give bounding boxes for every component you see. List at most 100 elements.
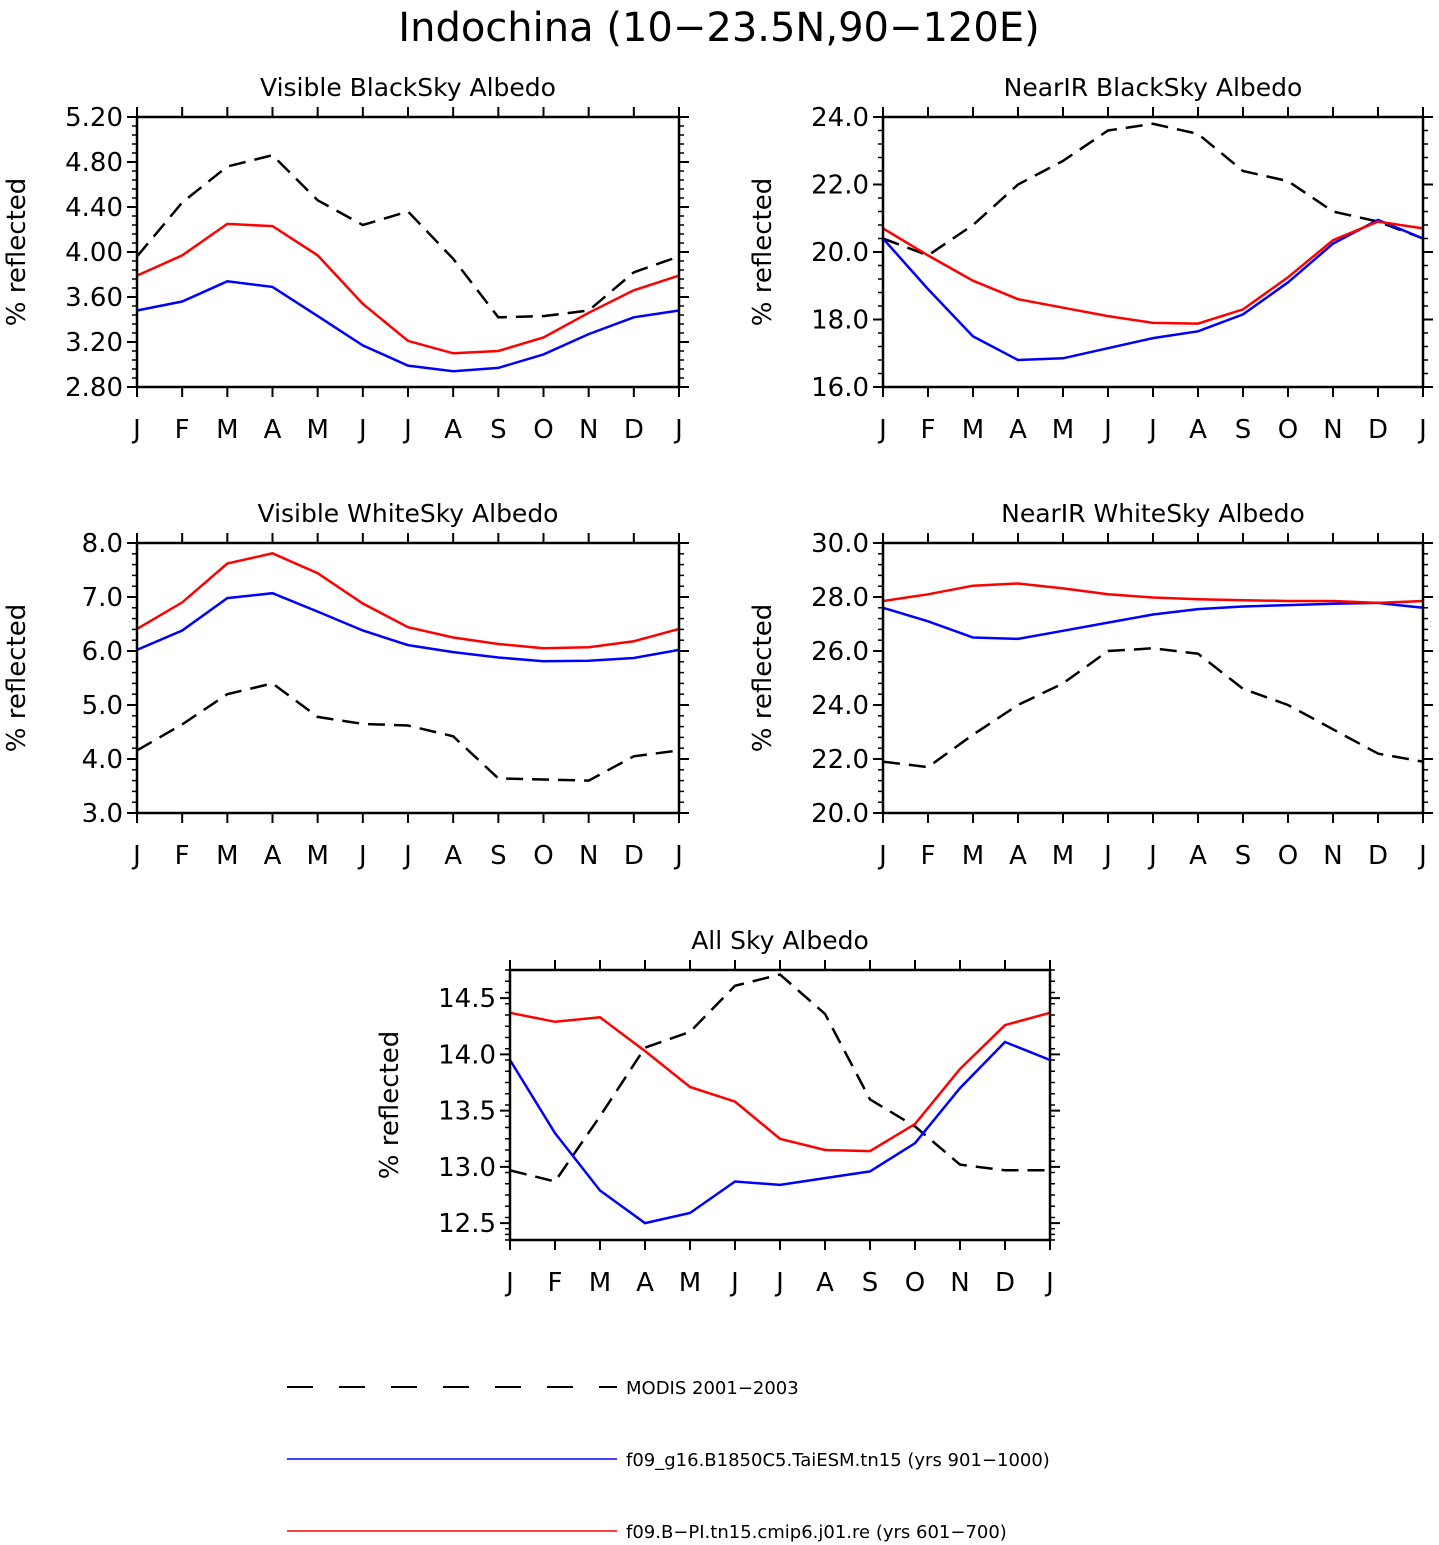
series-line-2 (136, 280, 680, 373)
y-tick-label: 22.0 (811, 171, 869, 201)
x-tick-label: J (1147, 841, 1157, 871)
y-axis-label: % reflected (748, 178, 778, 326)
x-tick-label: J (1417, 841, 1427, 871)
x-tick-label: N (579, 841, 598, 871)
plot-frame (135, 541, 681, 815)
x-tick-label: J (131, 415, 141, 445)
series-line-3 (882, 582, 1424, 605)
x-tick-label: J (1147, 415, 1157, 445)
x-tick-label: N (950, 1268, 969, 1298)
plot-frame (881, 541, 1425, 815)
y-tick-label: 16.0 (811, 373, 869, 403)
x-tick-label: M (216, 415, 238, 445)
x-tick-label: J (357, 841, 367, 871)
y-axis-label: % reflected (2, 604, 32, 752)
x-tick-label: M (679, 1268, 701, 1298)
x-tick-label: A (444, 841, 462, 871)
x-tick-label: S (1235, 841, 1252, 871)
x-tick-label: J (673, 841, 683, 871)
y-tick-label: 5.0 (82, 691, 123, 721)
x-tick-label: F (921, 841, 936, 871)
x-tick-label: O (533, 415, 553, 445)
x-tick-label: J (877, 415, 887, 445)
x-tick-label: A (264, 415, 282, 445)
y-axis-label: % reflected (375, 1031, 405, 1179)
y-tick-label: 4.40 (65, 193, 123, 223)
y-axis-label: % reflected (748, 604, 778, 752)
x-tick-label: A (1009, 841, 1027, 871)
x-tick-label: A (636, 1268, 654, 1298)
x-tick-label: A (1189, 415, 1207, 445)
x-tick-label: F (548, 1268, 563, 1298)
y-tick-label: 2.80 (65, 373, 123, 403)
series-line-1 (882, 647, 1424, 769)
x-tick-label: A (1009, 415, 1027, 445)
x-tick-label: A (1189, 841, 1207, 871)
y-tick-label: 3.60 (65, 283, 123, 313)
x-tick-label: F (921, 415, 936, 445)
x-tick-label: S (862, 1268, 879, 1298)
series-line-2 (136, 591, 680, 663)
series-line-3 (882, 220, 1424, 325)
x-tick-label: F (175, 841, 190, 871)
x-tick-label: O (533, 841, 553, 871)
x-tick-label: J (729, 1268, 739, 1298)
x-tick-label: A (444, 415, 462, 445)
legend-item-3: f09.B−PI.tn15.cmip6.j01.re (yrs 601−700) (287, 1522, 1007, 1543)
x-tick-label: A (264, 841, 282, 871)
y-tick-label: 20.0 (811, 238, 869, 268)
x-tick-label: D (995, 1268, 1015, 1298)
plot-frame (508, 968, 1052, 1242)
panel-title: All Sky Albedo (691, 926, 869, 955)
legend-item-2: f09_g16.B1850C5.TaiESM.tn15 (yrs 901−100… (287, 1450, 1050, 1471)
x-tick-label: M (962, 841, 984, 871)
x-tick-label: N (1323, 841, 1342, 871)
page-title: Indochina (10−23.5N,90−120E) (398, 5, 1039, 51)
x-tick-label: O (905, 1268, 925, 1298)
legend-label: f09.B−PI.tn15.cmip6.j01.re (yrs 601−700) (626, 1522, 1007, 1543)
x-tick-label: J (402, 415, 412, 445)
y-axis-label: % reflected (2, 178, 32, 326)
y-tick-label: 20.0 (811, 799, 869, 829)
y-tick-label: 3.20 (65, 328, 123, 358)
legend: MODIS 2001−2003 f09_g16.B1850C5.TaiESM.tn… (287, 1378, 1050, 1543)
x-tick-label: M (306, 841, 328, 871)
x-tick-label: M (216, 841, 238, 871)
panel-title: Visible WhiteSky Albedo (258, 499, 559, 528)
y-tick-label: 6.0 (82, 637, 123, 667)
series-line-1 (509, 973, 1050, 1183)
y-tick-label: 24.0 (811, 691, 869, 721)
legend-label: MODIS 2001−2003 (626, 1378, 799, 1399)
x-tick-label: J (877, 841, 887, 871)
x-tick-label: J (1102, 415, 1112, 445)
y-tick-label: 7.0 (82, 583, 123, 613)
x-tick-label: J (774, 1268, 784, 1298)
plot-frame (881, 115, 1425, 389)
x-tick-label: S (490, 841, 507, 871)
x-tick-label: N (579, 415, 598, 445)
series-line-1 (136, 682, 680, 782)
series-line-3 (136, 551, 680, 650)
x-tick-label: J (131, 841, 141, 871)
x-tick-label: A (816, 1268, 834, 1298)
y-tick-label: 5.20 (65, 103, 123, 133)
series-line-3 (136, 222, 680, 355)
x-tick-label: M (1052, 841, 1074, 871)
x-tick-label: M (306, 415, 328, 445)
x-tick-label: S (490, 415, 507, 445)
y-tick-label: 4.00 (65, 238, 123, 268)
panel-title: Visible BlackSky Albedo (260, 73, 556, 102)
series-line-2 (508, 1040, 1051, 1225)
legend-item-1: MODIS 2001−2003 (287, 1378, 799, 1399)
x-tick-label: M (962, 415, 984, 445)
panel-title: NearIR WhiteSky Albedo (1001, 499, 1305, 528)
panel-title: NearIR BlackSky Albedo (1004, 73, 1303, 102)
x-tick-label: M (589, 1268, 611, 1298)
series-line-2 (882, 601, 1424, 641)
